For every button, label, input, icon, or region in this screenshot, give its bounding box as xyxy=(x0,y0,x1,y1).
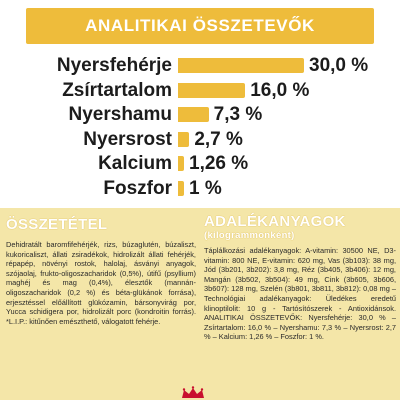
nutrient-row: Zsírtartalom 16,0 % xyxy=(0,79,400,103)
additives-text: Táplálkozási adalékanyagok: A-vitamin: 3… xyxy=(204,246,396,342)
composition-title: ÖSSZETÉTEL xyxy=(6,216,108,233)
nutrient-label: Kalcium xyxy=(98,153,172,174)
nutrient-value: 30,0 % xyxy=(309,55,369,76)
nutrient-value: 1 % xyxy=(189,177,222,199)
composition-text: Dehidratált baromfifehérjék, rizs, búzag… xyxy=(6,240,196,326)
nutrient-row: Nyershamu 7,3 % xyxy=(0,103,400,127)
section-title-analytical-components: ANALITIKAI ÖSSZETEVŐK xyxy=(26,8,374,44)
nutrient-row: Nyersfehérje 30,0 % xyxy=(0,54,400,78)
nutrient-row: Kalcium 1,26 % xyxy=(0,152,400,176)
nutrient-label: Foszfor xyxy=(103,177,172,199)
nutrient-value: 16,0 % xyxy=(250,79,310,101)
royal-canin-crown-logo xyxy=(182,386,204,398)
nutrient-row: Foszfor 1 % xyxy=(0,177,400,201)
nutrient-bar xyxy=(178,82,246,98)
additives-subtitle: (kilogrammonként) xyxy=(204,230,295,241)
nutrient-bar xyxy=(178,58,304,73)
info-panel: ÖSSZETÉTEL Dehidratált baromfifehérjék, … xyxy=(0,208,400,400)
nutrient-bar xyxy=(178,107,209,122)
nutrient-value: 1,26 % xyxy=(189,153,249,174)
nutrient-label: Nyersfehérje xyxy=(56,55,172,76)
nutrient-bar xyxy=(178,180,184,196)
additives-title: ADALÉKANYAGOK xyxy=(204,213,346,230)
nutrient-label: Nyersrost xyxy=(83,128,172,150)
nutrient-value: 2,7 % xyxy=(194,128,243,150)
nutrient-label: Zsírtartalom xyxy=(62,79,172,101)
nutrient-bar xyxy=(178,131,190,147)
nutrient-bar xyxy=(178,156,184,171)
nutrient-value: 7,3 % xyxy=(213,104,263,125)
nutrient-row: Nyersrost 2,7 % xyxy=(0,128,400,152)
nutrient-label: Nyershamu xyxy=(68,104,173,125)
